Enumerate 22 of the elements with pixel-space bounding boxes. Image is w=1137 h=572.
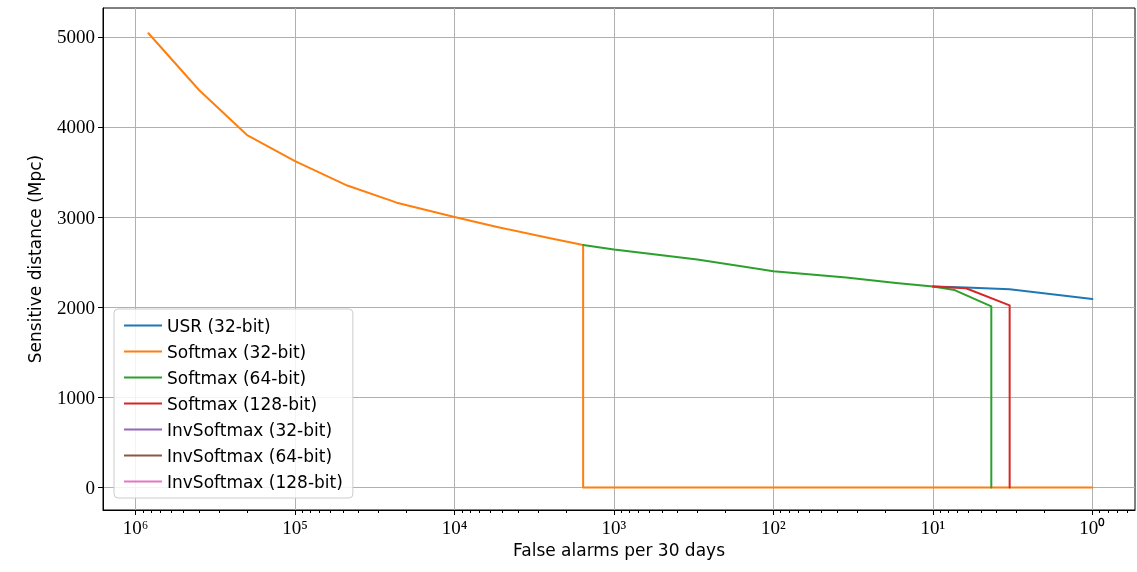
legend-label: USR (32-bit) bbox=[167, 315, 271, 336]
x-tick-label: 10³ bbox=[601, 517, 627, 538]
x-tick-label: 10⁰ bbox=[1079, 517, 1106, 538]
legend-label: Softmax (32-bit) bbox=[167, 341, 307, 362]
legend-label: InvSoftmax (128-bit) bbox=[167, 471, 343, 492]
y-tick-label: 4000 bbox=[57, 116, 95, 138]
y-tick-label: 5000 bbox=[57, 26, 95, 48]
x-axis-title: False alarms per 30 days bbox=[513, 540, 726, 561]
x-tick-label: 10⁴ bbox=[441, 517, 468, 538]
x-tick-label: 10² bbox=[761, 517, 787, 538]
legend-label: Softmax (64-bit) bbox=[167, 367, 307, 388]
legend-label: InvSoftmax (64-bit) bbox=[167, 445, 333, 466]
y-tick-label: 2000 bbox=[57, 296, 95, 318]
x-tick-label: 10¹ bbox=[920, 517, 946, 538]
x-tick-label: 10⁶ bbox=[122, 517, 149, 538]
y-tick-label: 3000 bbox=[57, 206, 95, 228]
legend-label: InvSoftmax (32-bit) bbox=[167, 419, 333, 440]
y-axis-title: Sensitive distance (Mpc) bbox=[24, 154, 45, 364]
legend-label: Softmax (128-bit) bbox=[167, 393, 318, 414]
y-tick-label: 1000 bbox=[57, 386, 95, 408]
x-tick-label: 10⁵ bbox=[282, 517, 308, 538]
y-tick-label: 0 bbox=[85, 476, 95, 498]
